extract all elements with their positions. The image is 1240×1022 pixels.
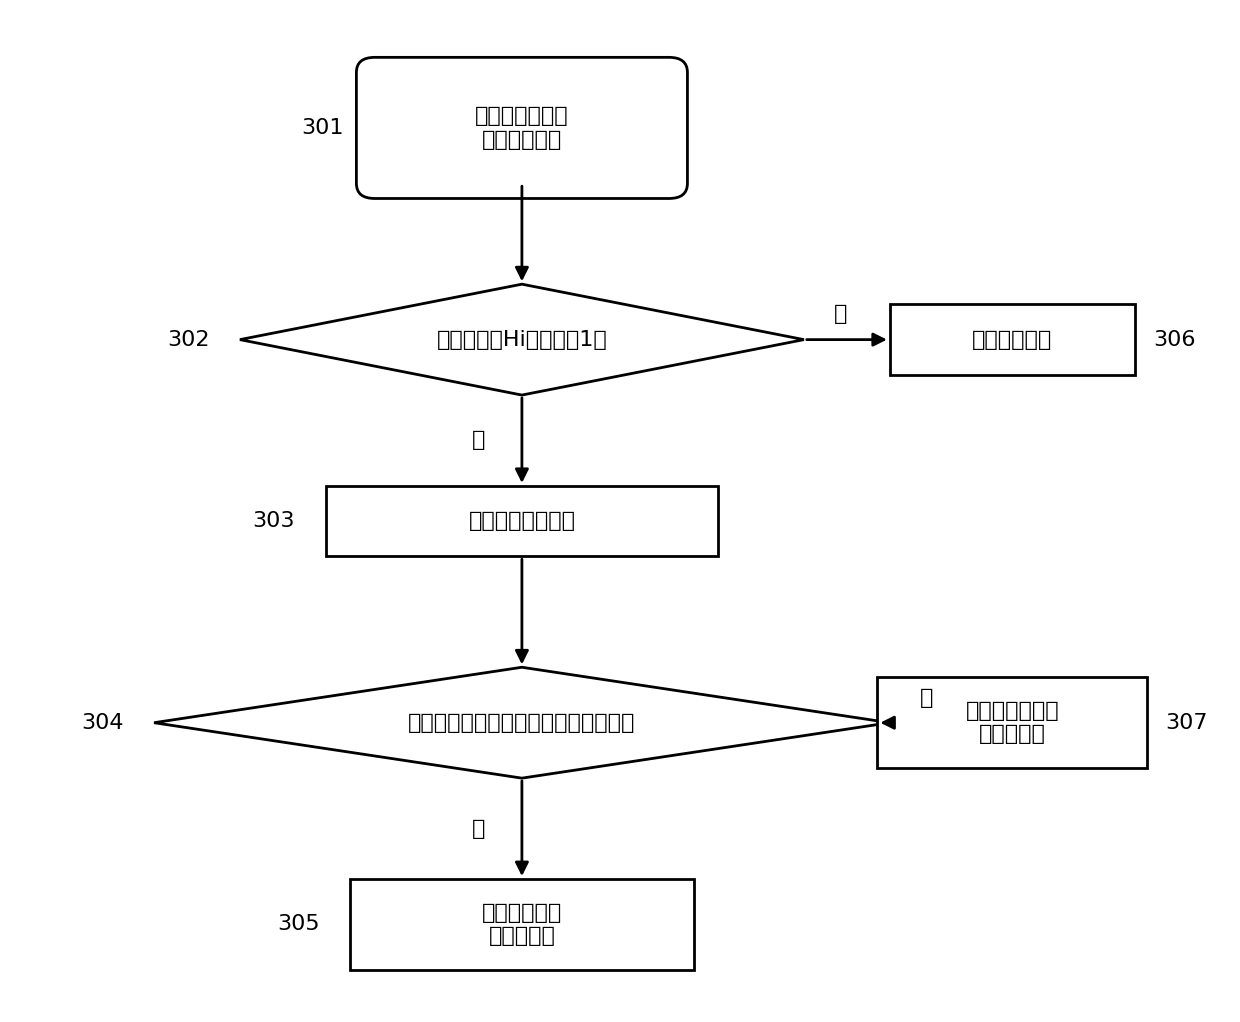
Bar [890,305,1135,375]
Text: 307: 307 [1166,712,1208,733]
Text: 健康程度值Hi是否小于1？: 健康程度值Hi是否小于1？ [436,330,608,350]
Text: 303: 303 [253,511,295,531]
Text: 监测压电材料传
感器接收信号: 监测压电材料传 感器接收信号 [475,106,569,149]
Text: 301: 301 [301,118,345,138]
Bar [350,879,693,970]
FancyBboxPatch shape [356,57,687,198]
Text: 304: 304 [81,712,124,733]
Text: 否: 否 [920,688,934,707]
Text: 自感知碳纤维布
剥落、滑移: 自感知碳纤维布 剥落、滑移 [966,701,1059,744]
Text: 302: 302 [166,330,210,350]
Polygon shape [239,284,804,396]
Polygon shape [154,667,890,778]
Bar [326,485,718,556]
Text: 加固主体内部
孔洞、裂纹: 加固主体内部 孔洞、裂纹 [482,902,562,946]
Text: 加固结构出现损伤: 加固结构出现损伤 [469,511,575,531]
Bar [878,678,1147,769]
Text: 305: 305 [277,915,320,934]
Text: 306: 306 [1153,330,1195,350]
Text: 多芯光纤的布里渊频移是否发生变化？: 多芯光纤的布里渊频移是否发生变化？ [408,712,636,733]
Text: 否: 否 [835,305,847,324]
Text: 是: 是 [472,430,486,451]
Text: 是: 是 [472,819,486,839]
Text: 加固结构健康: 加固结构健康 [972,330,1053,350]
